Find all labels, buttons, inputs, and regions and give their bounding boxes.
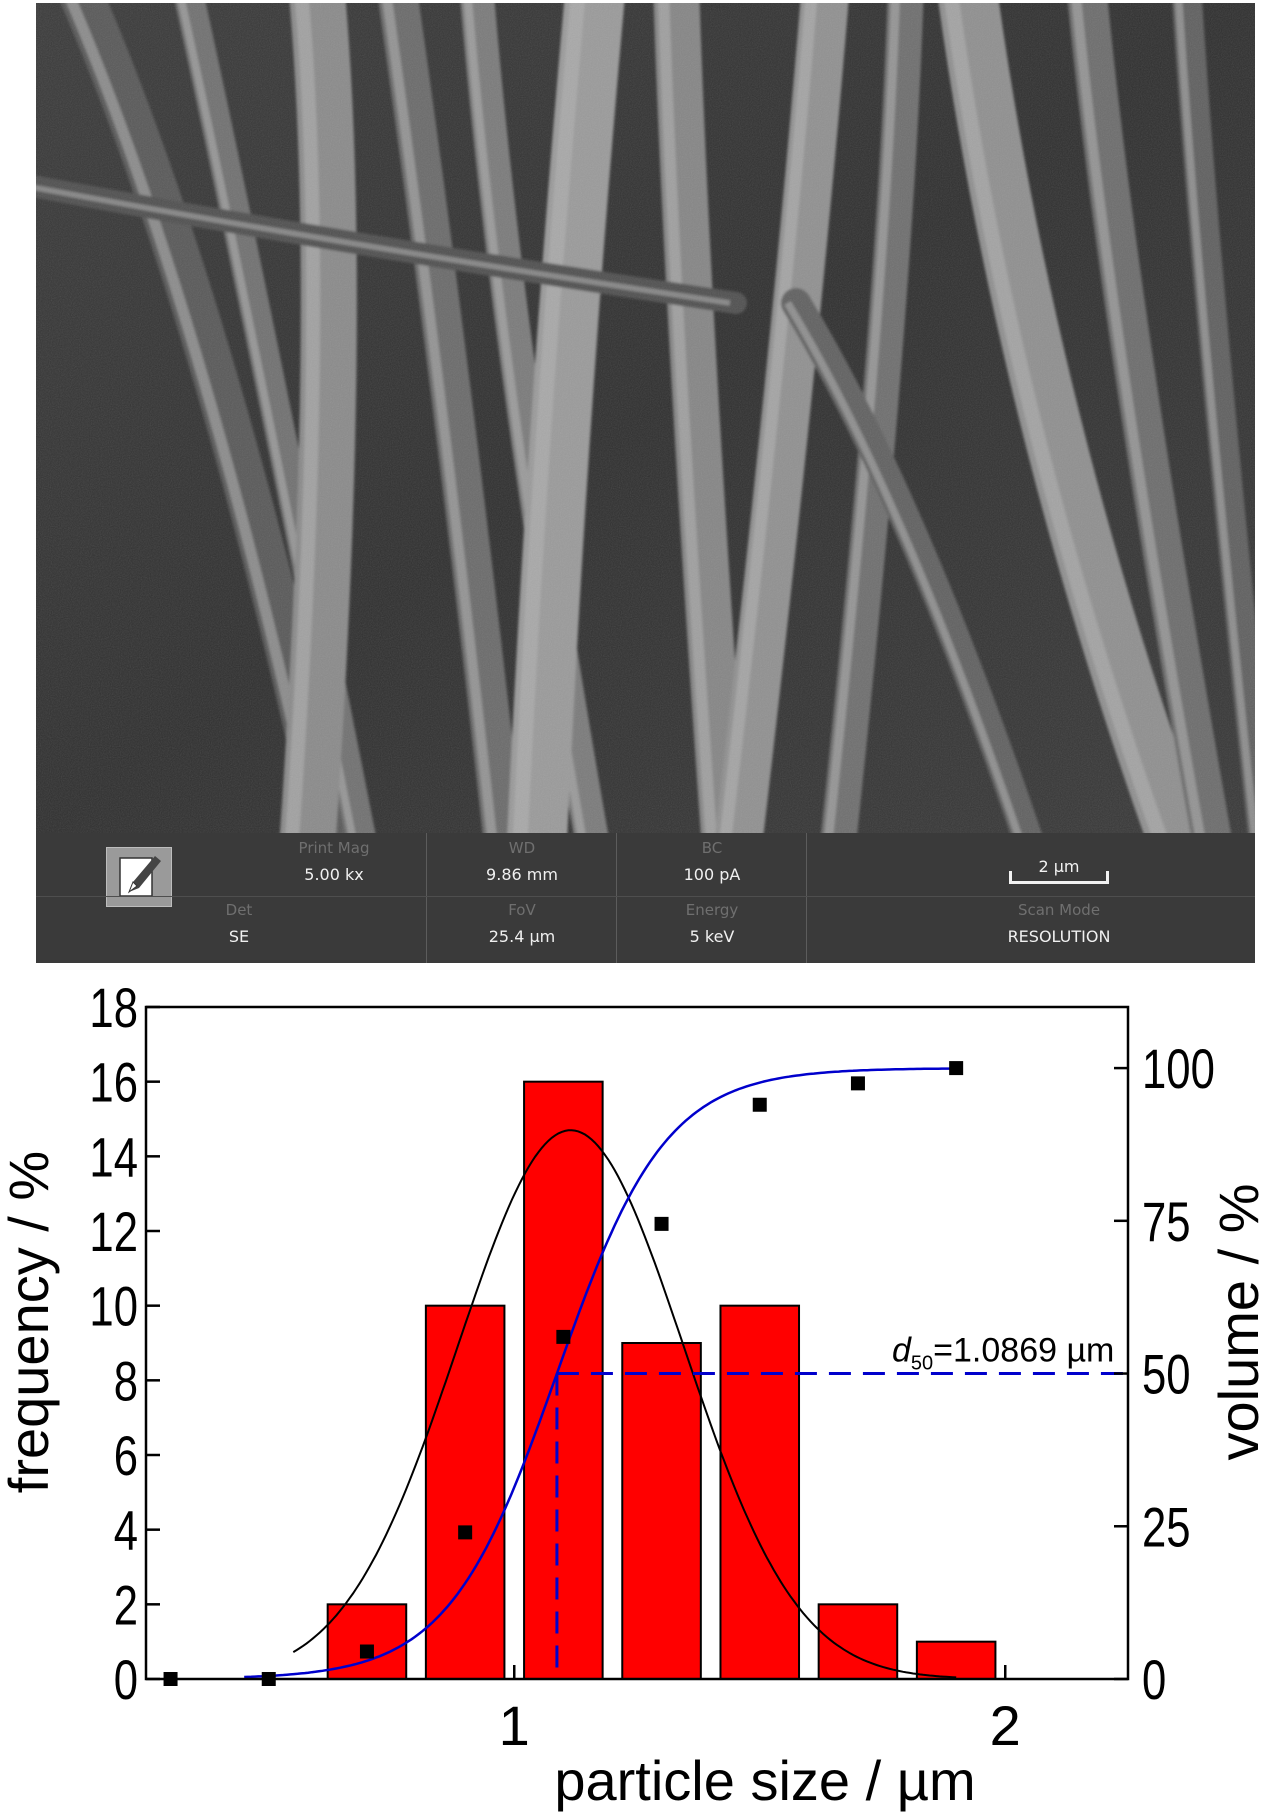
sem-info-bar: Print Mag 5.00 kx WD 9.86 mm BC 100 pA D…	[36, 833, 1255, 963]
y-tick-label: 18	[89, 977, 138, 1039]
y-tick-label: 0	[114, 1649, 138, 1711]
y-right-tick-label: 75	[1142, 1191, 1191, 1253]
sem-panel: Print Mag 5.00 kx WD 9.86 mm BC 100 pA D…	[36, 3, 1255, 963]
y-tick-label: 2	[114, 1574, 138, 1636]
normal-fit-curve	[292, 1129, 957, 1679]
cumulative-volume-point	[458, 1525, 473, 1540]
particle-size-chart: d50=1.0869 µm 0 2 4 6 8 10 12 14 16 18 0 25 50 75 100 1…	[0, 975, 1278, 1816]
info-scan-mode: Scan Mode RESOLUTION	[1007, 901, 1111, 946]
y-right-tick-label: 100	[1142, 1038, 1215, 1100]
sem-micrograph	[36, 3, 1255, 833]
y-tick-label: 6	[114, 1425, 138, 1487]
y-tick-label: 16	[89, 1051, 138, 1113]
cumulative-volume-curve	[244, 1067, 957, 1679]
y-right-tick-label: 50	[1142, 1343, 1191, 1405]
histogram-bar	[621, 1342, 702, 1680]
histogram-bar	[719, 1304, 801, 1680]
y-tick-label: 10	[89, 1275, 138, 1337]
histogram-bar	[915, 1640, 997, 1681]
info-print-mag: Print Mag 5.00 kx	[298, 839, 370, 884]
y-tick-label: 14	[89, 1126, 138, 1188]
cumulative-volume-point	[359, 1644, 374, 1659]
x-axis-label: particle size / µm	[554, 1749, 975, 1812]
plot-frame	[144, 1005, 1130, 1681]
info-energy: Energy 5 keV	[685, 901, 739, 946]
cumulative-volume-point	[654, 1216, 669, 1231]
y-right-tick-label: 25	[1142, 1496, 1191, 1558]
y-axis-right-label: volume / %	[1207, 1184, 1270, 1461]
pen-edit-icon	[106, 847, 172, 907]
chart-svg: d50=1.0869 µm 02468101214161802550751001…	[0, 977, 1270, 1812]
cumulative-volume-point	[752, 1097, 767, 1112]
y-tick-label: 12	[89, 1201, 138, 1263]
y-right-tick-label: 0	[1142, 1649, 1166, 1711]
info-det: Det SE	[225, 901, 253, 946]
cumulative-volume-point	[850, 1076, 865, 1091]
cumulative-volume-point	[556, 1329, 571, 1344]
y-tick-label: 4	[114, 1499, 138, 1561]
histogram-bar	[523, 1080, 604, 1680]
info-fov: FoV 25.4 µm	[488, 901, 556, 946]
info-bc: BC 100 pA	[683, 839, 741, 884]
cumulative-volume-point	[949, 1061, 964, 1076]
scale-bar-label: 2 µm	[1038, 857, 1080, 876]
scale-bar: 2 µm	[1009, 853, 1109, 887]
histogram-bar	[424, 1304, 506, 1680]
y-axis-label: frequency / %	[0, 1151, 60, 1493]
d50-annotation: d50=1.0869 µm	[892, 1332, 1114, 1375]
x-tick-label: 2	[990, 1694, 1021, 1757]
info-wd: WD 9.86 mm	[486, 839, 558, 884]
scale-bar-line	[1009, 871, 1109, 884]
y-tick-label: 8	[114, 1350, 138, 1412]
x-tick-label: 1	[499, 1694, 530, 1757]
